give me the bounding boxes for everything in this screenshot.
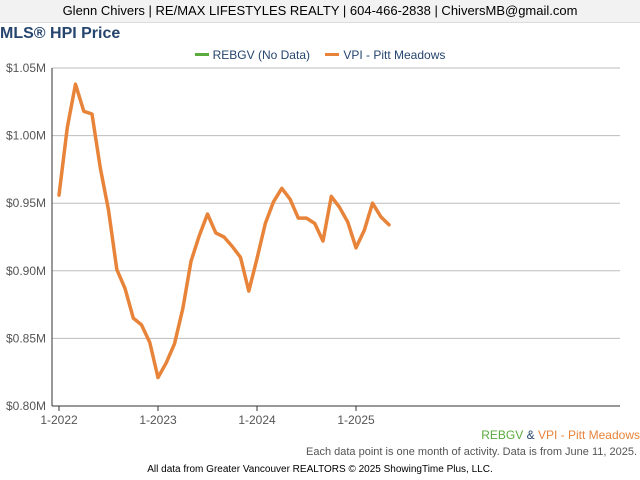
legend-swatch-rebgv xyxy=(194,53,209,56)
legend-label-rebgv: REBGV (No Data) xyxy=(212,47,310,62)
footer-legend: REBGV & VPI - Pitt Meadows xyxy=(481,428,640,442)
y-tick-label: $0.90M xyxy=(6,264,46,278)
x-tick-label: 1-2025 xyxy=(337,413,375,427)
legend-swatch-vpi xyxy=(325,53,340,56)
y-tick-label: $0.85M xyxy=(6,331,46,345)
copyright: All data from Greater Vancouver REALTORS… xyxy=(147,464,493,475)
series-line-vpi-pitt-meadows xyxy=(57,82,391,380)
x-tick-label: 1-2022 xyxy=(40,413,78,427)
series-layer xyxy=(57,82,391,380)
x-tick-label: 1-2024 xyxy=(238,413,276,427)
legend-label-vpi: VPI - Pitt Meadows xyxy=(343,47,446,62)
footer-legend-separator: & xyxy=(526,428,535,442)
x-axis: 1-2022 1-2023 1-2024 1-2025 xyxy=(40,406,375,427)
grid xyxy=(52,67,620,407)
y-axis: $0.80M $0.85M $0.90M $0.95M $1.00M $1.05M xyxy=(6,61,53,413)
y-tick-label: $1.05M xyxy=(6,61,46,75)
footer-legend-vpi: VPI - Pitt Meadows xyxy=(537,428,640,442)
y-tick-label: $1.00M xyxy=(6,129,46,143)
legend-item-vpi[interactable]: VPI - Pitt Meadows xyxy=(325,48,445,62)
y-tick-label: $0.80M xyxy=(6,399,46,413)
contact-header: Glenn Chivers | RE/MAX LIFESTYLES REALTY… xyxy=(0,0,640,23)
legend: REBGV (No Data) VPI - Pitt Meadows xyxy=(0,45,640,62)
data-note: Each data point is one month of activity… xyxy=(306,446,637,458)
chart-title: MLS® HPI Price xyxy=(0,25,121,42)
y-tick-label: $0.95M xyxy=(6,196,46,210)
legend-item-rebgv[interactable]: REBGV (No Data) xyxy=(194,47,310,62)
footer-legend-rebgv: REBGV xyxy=(481,428,524,442)
x-tick-label: 1-2023 xyxy=(139,413,177,427)
